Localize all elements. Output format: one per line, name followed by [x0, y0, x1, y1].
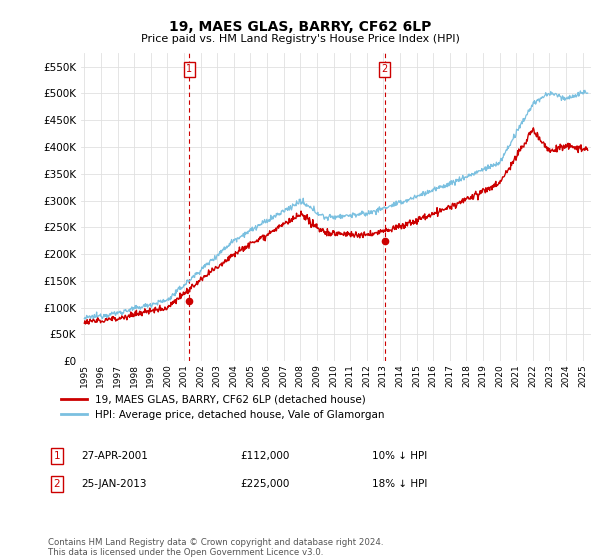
Text: £225,000: £225,000	[240, 479, 289, 489]
Text: 10% ↓ HPI: 10% ↓ HPI	[372, 451, 427, 461]
Text: 19, MAES GLAS, BARRY, CF62 6LP: 19, MAES GLAS, BARRY, CF62 6LP	[169, 20, 431, 34]
Text: £112,000: £112,000	[240, 451, 289, 461]
Text: Contains HM Land Registry data © Crown copyright and database right 2024.
This d: Contains HM Land Registry data © Crown c…	[48, 538, 383, 557]
Text: Price paid vs. HM Land Registry's House Price Index (HPI): Price paid vs. HM Land Registry's House …	[140, 34, 460, 44]
Text: 2: 2	[53, 479, 61, 489]
Text: 25-JAN-2013: 25-JAN-2013	[81, 479, 146, 489]
Text: 2: 2	[382, 64, 388, 74]
Text: 1: 1	[186, 64, 193, 74]
Legend: 19, MAES GLAS, BARRY, CF62 6LP (detached house), HPI: Average price, detached ho: 19, MAES GLAS, BARRY, CF62 6LP (detached…	[56, 391, 389, 424]
Text: 18% ↓ HPI: 18% ↓ HPI	[372, 479, 427, 489]
Text: 27-APR-2001: 27-APR-2001	[81, 451, 148, 461]
Text: 1: 1	[53, 451, 61, 461]
